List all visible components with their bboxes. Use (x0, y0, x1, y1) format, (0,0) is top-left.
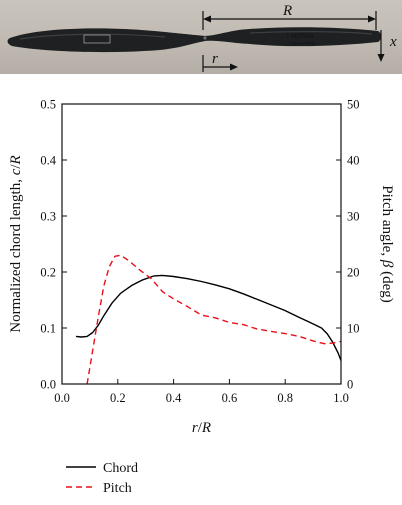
x-tick-label: 0.4 (166, 391, 182, 405)
r-dimension-arrow-right (368, 15, 376, 23)
axis-ticks: 0.0 0.2 0.4 0.6 0.8 1.0 0.0 0.1 0.2 0.3 0.4 0.5 0 10 2… (40, 98, 359, 406)
chart-svg: 0.0 0.2 0.4 0.6 0.8 1.0 0.0 0.1 0.2 0.3 0.4 0.5 0 10 2… (8, 98, 395, 497)
brand-subtext: Carbon Prop (289, 41, 315, 46)
series-line-chord (75, 274, 342, 361)
propeller-photo: T-MOTOR Carbon Prop R r x (0, 0, 402, 74)
legend-label-pitch: Pitch (103, 481, 132, 496)
r-arrow-head (230, 63, 238, 71)
legend-label-chord: Chord (103, 461, 138, 476)
legend: Chord Pitch (66, 461, 138, 496)
x-label: x (389, 34, 397, 50)
y-tick-label: 0.4 (40, 154, 56, 168)
y-tick-label: 0.2 (40, 266, 56, 280)
propeller-photo-drawing: T-MOTOR Carbon Prop R r x (7, 3, 397, 72)
x-tick-label: 0.2 (110, 391, 126, 405)
x-axis-title: r/R (192, 420, 211, 436)
chord-pitch-chart: 0.0 0.2 0.4 0.6 0.8 1.0 0.0 0.1 0.2 0.3 0.4 0.5 0 10 2… (0, 74, 402, 500)
blade-highlight (19, 33, 166, 40)
y-axis-title: Normalized chord length, c/R (8, 155, 24, 332)
y2-tick-label: 20 (347, 266, 360, 280)
x-tick-label: 1.0 (333, 391, 349, 405)
y2-tick-label: 10 (347, 322, 360, 336)
radius-label: R (282, 3, 292, 19)
y2-tick-label: 30 (347, 210, 360, 224)
x-tick-label: 0.0 (54, 391, 70, 405)
y2-tick-label: 40 (347, 154, 360, 168)
chart-marks (75, 254, 342, 385)
x-tick-label: 0.6 (222, 391, 238, 405)
r-dimension-arrow-left (203, 15, 211, 23)
x-tick-label: 0.8 (277, 391, 293, 405)
blade-highlight (249, 31, 373, 35)
hub-mark (203, 36, 207, 40)
y-tick-label: 0.5 (40, 98, 56, 112)
series-line-pitch (86, 254, 342, 385)
y2-tick-label: 0 (347, 378, 353, 392)
x-arrow-head (377, 54, 385, 62)
y-tick-label: 0.3 (40, 210, 56, 224)
y-tick-label: 0.0 (40, 378, 56, 392)
plot-frame (61, 103, 342, 385)
r-label: r (212, 51, 218, 67)
y2-tick-label: 50 (347, 98, 360, 112)
blade-logo (83, 34, 111, 44)
brand-text: T-MOTOR (286, 34, 314, 40)
y2-axis-title: Pitch angle, β (deg) (379, 185, 395, 302)
propeller-blade (7, 27, 381, 53)
y-tick-label: 0.1 (40, 322, 56, 336)
